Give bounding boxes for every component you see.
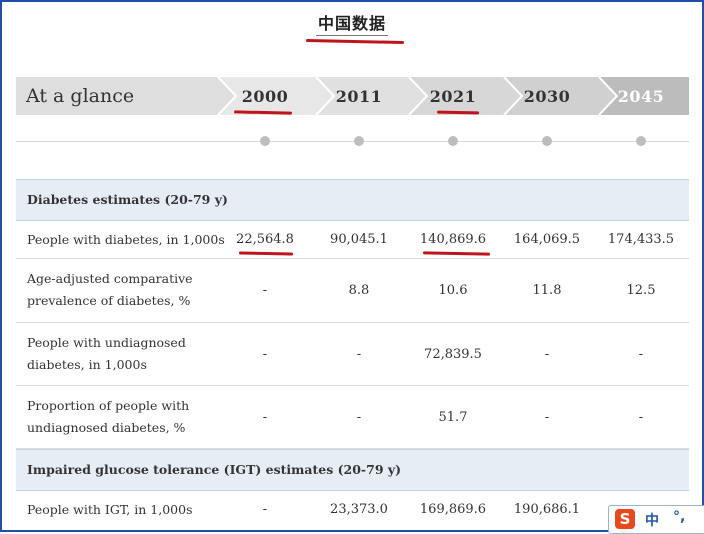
section-header-diabetes-estimates: Diabetes estimates (20-79 y)	[16, 179, 689, 221]
cell-2021: 140,869.6	[419, 232, 487, 247]
table-row: People with IGT, in 1,000s - 23,373.0 16…	[16, 490, 689, 532]
row-label-line: diabetes, in 1,000s	[27, 357, 147, 372]
glance-chevron-shapes	[16, 77, 689, 115]
cell-2011: 8.8	[348, 283, 370, 298]
cell-2021: 51.7	[438, 410, 468, 425]
timeline-dot-2021	[448, 136, 458, 146]
cell-2030: 164,069.5	[513, 232, 581, 247]
cell-2011: 90,045.1	[330, 232, 388, 247]
glance-label: At a glance	[26, 85, 135, 107]
section-title: Diabetes estimates (20-79 y)	[27, 192, 228, 207]
ime-punctuation-toggle[interactable]: °,	[673, 509, 686, 525]
timeline-axis	[16, 141, 689, 142]
timeline-dot-2000	[260, 136, 270, 146]
row-label-line: undiagnosed diabetes, %	[27, 420, 186, 435]
year-tab-2011[interactable]: 2011	[335, 87, 383, 106]
cell-2045: -	[638, 410, 644, 425]
ime-mode-toggle[interactable]: 中	[645, 513, 659, 529]
cell-2011: 23,373.0	[330, 502, 388, 517]
cell-2045: 12.5	[626, 283, 656, 298]
row-label-line: Proportion of people with	[27, 398, 190, 413]
row-label: Proportion of people with undiagnosed di…	[27, 395, 189, 439]
row-label: Age-adjusted comparative prevalence of d…	[27, 268, 193, 312]
table-row: People with undiagnosed diabetes, in 1,0…	[16, 323, 689, 386]
cell-2011: -	[356, 347, 362, 362]
ime-toolbar[interactable]: S 中 °,	[608, 505, 704, 534]
table-row: People with diabetes, in 1,000s 22,564.8…	[16, 220, 689, 259]
row-label-line: People with undiagnosed	[27, 335, 186, 350]
year-tab-2000[interactable]: 2000	[241, 87, 289, 106]
sogou-logo-icon[interactable]: S	[615, 509, 635, 529]
cell-2000: -	[262, 502, 268, 517]
table-row: Age-adjusted comparative prevalence of d…	[16, 259, 689, 323]
row-label: People with diabetes, in 1,000s	[27, 229, 225, 251]
cell-2030: -	[544, 410, 550, 425]
cell-2045: 174,433.5	[607, 232, 675, 247]
year-tab-2021[interactable]: 2021	[429, 87, 477, 106]
timeline-dot-2030	[542, 136, 552, 146]
page-title: 中国数据	[317, 14, 386, 33]
year-tab-2045[interactable]: 2045	[617, 87, 665, 106]
cell-2000: 22,564.8	[236, 232, 294, 247]
title-underline	[316, 35, 388, 36]
cell-2021: 169,869.6	[419, 502, 487, 517]
table-row: Proportion of people with undiagnosed di…	[16, 386, 689, 449]
cell-2045: -	[638, 347, 644, 362]
row-label-line: People with IGT, in 1,000s	[27, 502, 193, 517]
cell-2030: 11.8	[532, 283, 562, 298]
section-header-igt-estimates: Impaired glucose tolerance (IGT) estimat…	[16, 449, 689, 491]
at-a-glance-bar: At a glance 2000 2011 2021 2030 2045	[16, 77, 689, 115]
cell-2021: 10.6	[438, 283, 468, 298]
row-label-line: People with diabetes, in 1,000s	[27, 232, 225, 247]
cell-2011: -	[356, 410, 362, 425]
cell-2030: -	[544, 347, 550, 362]
row-label-line: prevalence of diabetes, %	[27, 293, 191, 308]
row-label: People with IGT, in 1,000s	[27, 499, 192, 521]
cell-2030: 190,686.1	[513, 502, 581, 517]
timeline-dot-2045	[636, 136, 646, 146]
section-title: Impaired glucose tolerance (IGT) estimat…	[27, 462, 402, 477]
cell-2021: 72,839.5	[424, 347, 482, 362]
row-label-line: Age-adjusted comparative	[27, 271, 193, 286]
row-label: People with undiagnosed diabetes, in 1,0…	[27, 332, 186, 376]
timeline-dot-2011	[354, 136, 364, 146]
year-tab-2030[interactable]: 2030	[523, 87, 571, 106]
cell-2000: -	[262, 283, 268, 298]
cell-2000: -	[262, 410, 268, 425]
cell-2000: -	[262, 347, 268, 362]
